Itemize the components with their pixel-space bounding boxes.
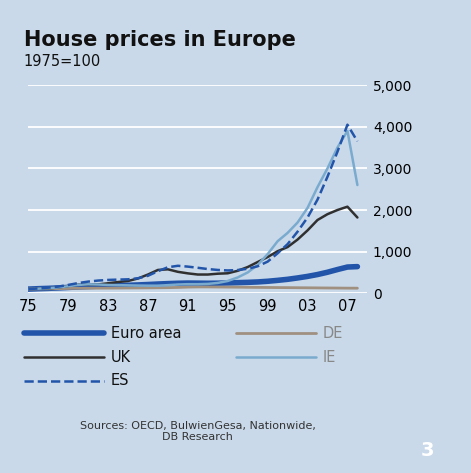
Text: Euro area: Euro area (111, 326, 181, 341)
Text: IE: IE (323, 350, 336, 365)
Text: House prices in Europe: House prices in Europe (24, 30, 295, 50)
Text: Sources: OECD, BulwienGesa, Nationwide,
DB Research: Sources: OECD, BulwienGesa, Nationwide, … (80, 420, 316, 442)
Text: 3: 3 (421, 441, 434, 460)
Text: UK: UK (111, 350, 131, 365)
Text: 1975=100: 1975=100 (24, 53, 101, 69)
Text: DE: DE (323, 326, 343, 341)
Text: ES: ES (111, 373, 129, 388)
